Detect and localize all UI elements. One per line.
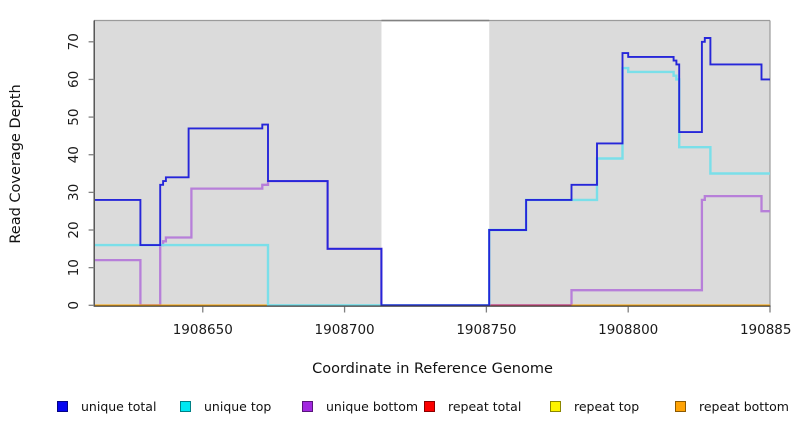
legend-item-unique-total: unique total <box>57 399 156 414</box>
legend-swatch-unique-bottom <box>302 401 313 412</box>
legend-swatch-repeat-top <box>550 401 561 412</box>
y-tick-label: 60 <box>66 71 82 88</box>
coverage-gap-region <box>381 21 490 306</box>
y-tick-label: 50 <box>66 109 82 126</box>
legend-swatch-unique-total <box>57 401 68 412</box>
legend-swatch-repeat-total <box>424 401 435 412</box>
legend-item-repeat-bottom: repeat bottom <box>675 399 789 414</box>
y-axis-title: Read Coverage Depth <box>8 84 24 244</box>
legend-label: repeat top <box>574 399 640 414</box>
legend-item-unique-top: unique top <box>180 399 271 414</box>
legend-swatch-unique-top <box>180 401 191 412</box>
x-tick-label: 1908850 <box>740 322 792 338</box>
x-tick-label: 1908650 <box>173 322 233 338</box>
y-tick-label: 10 <box>66 259 82 276</box>
legend-label: unique total <box>81 399 157 414</box>
y-tick-label: 0 <box>66 301 82 310</box>
x-tick-label: 1908700 <box>315 322 375 338</box>
legend-item-unique-bottom: unique bottom <box>302 399 418 414</box>
legend-item-repeat-total: repeat total <box>424 399 521 414</box>
legend-item-repeat-top: repeat top <box>550 399 639 414</box>
legend-label: repeat bottom <box>699 399 789 414</box>
y-tick-label: 40 <box>66 146 82 163</box>
y-tick-label: 20 <box>66 221 82 238</box>
chart-legend: unique total unique top unique bottom repea… <box>0 399 792 419</box>
y-tick-label: 30 <box>66 184 82 201</box>
x-tick-label: 1908750 <box>456 322 516 338</box>
y-tick-label: 70 <box>66 33 82 50</box>
coverage-plot-canvas: 0 10 20 30 40 50 60 70 1908650 1908700 1908750 1908… <box>66 19 792 338</box>
legend-label: repeat total <box>448 399 522 414</box>
x-axis-title: Coordinate in Reference Genome <box>312 361 553 377</box>
series-line-unique-total <box>95 37 770 307</box>
x-tick-label: 1908800 <box>598 322 658 338</box>
legend-swatch-repeat-bottom <box>675 401 686 412</box>
legend-label: unique bottom <box>326 399 419 414</box>
legend-label: unique top <box>204 399 272 414</box>
